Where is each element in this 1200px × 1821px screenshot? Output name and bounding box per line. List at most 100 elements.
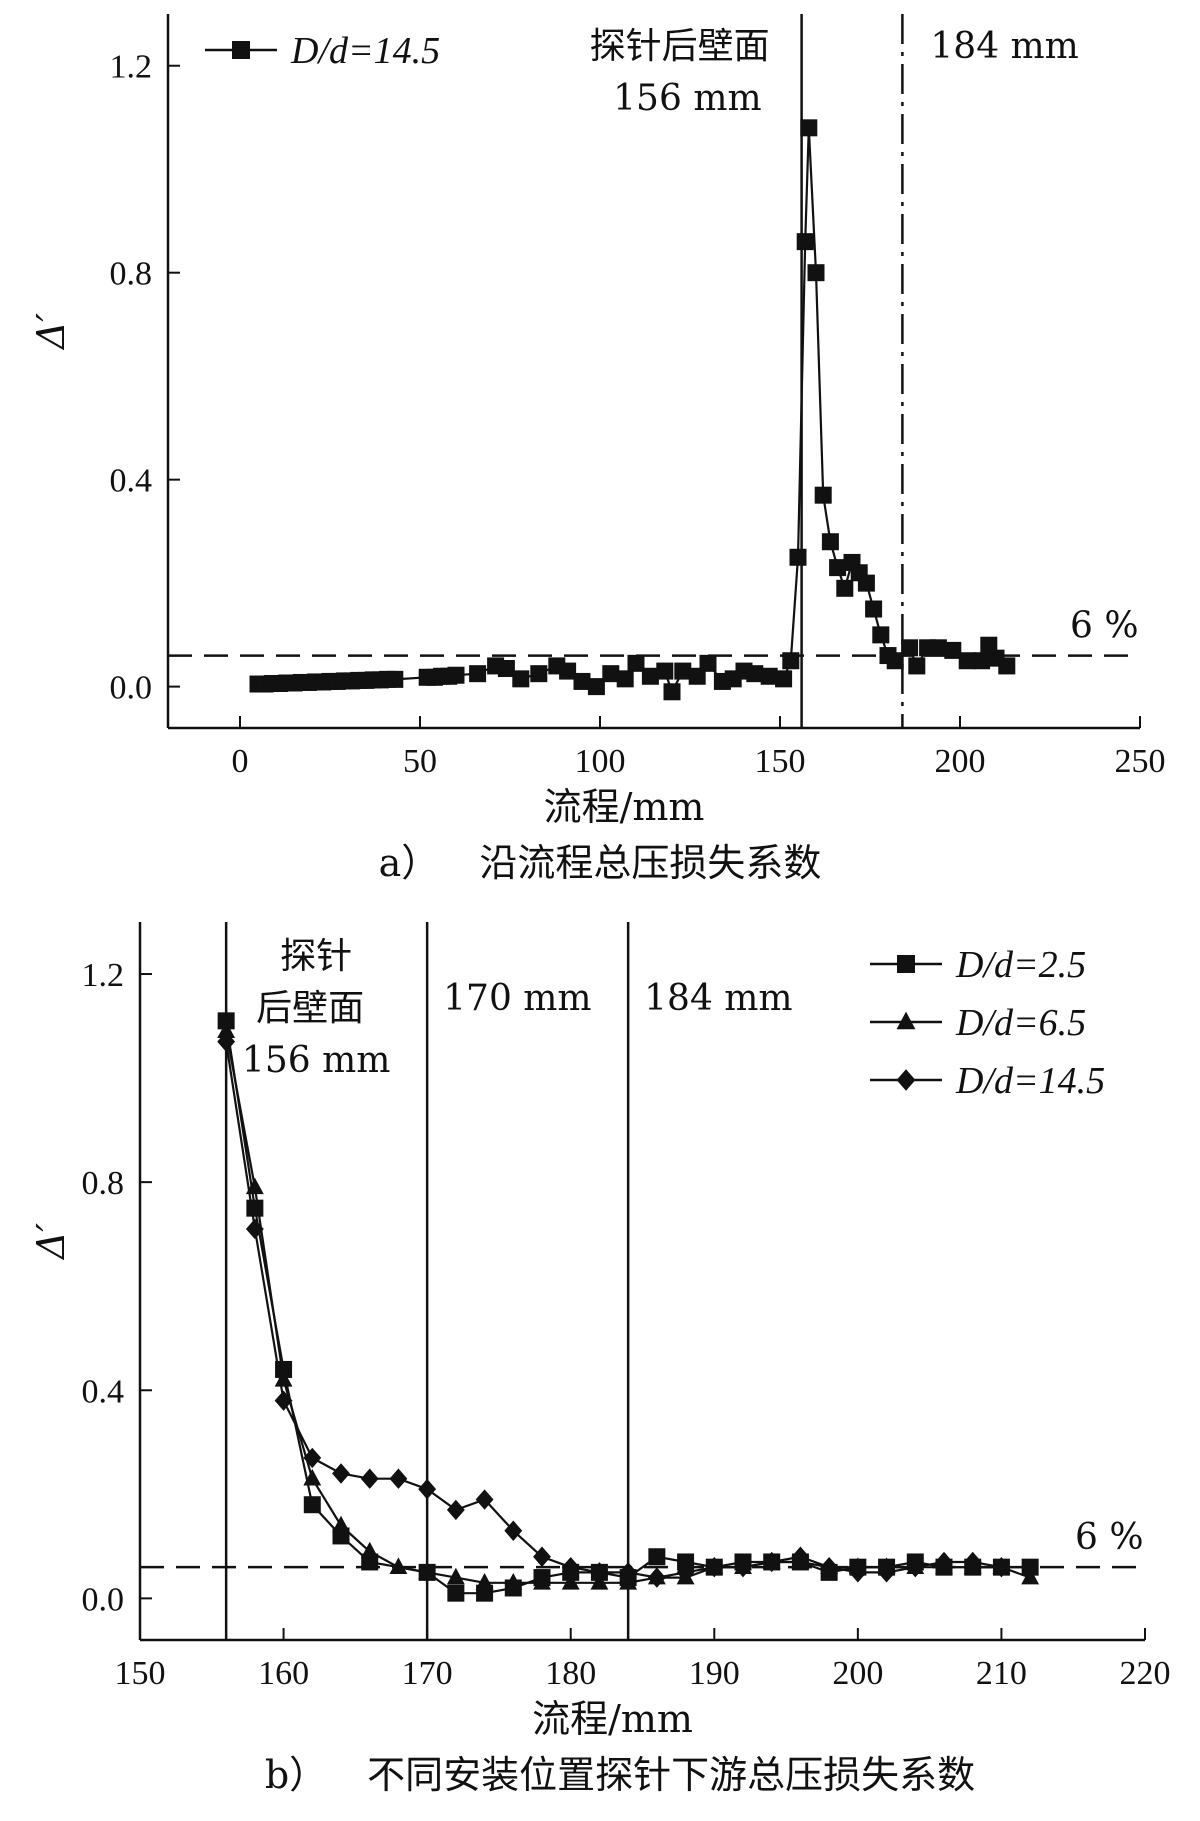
data-point bbox=[303, 1468, 322, 1486]
data-point bbox=[848, 1562, 867, 1583]
chart-a: 0 50 100 150 200 250 0.0 0.4 0.8 1.2 流程/mm Δ′ a） 沿流程总… bbox=[29, 14, 1166, 885]
data-point bbox=[762, 1551, 781, 1573]
data-point bbox=[663, 683, 681, 701]
data-point bbox=[676, 1562, 695, 1583]
x-tick-label: 200 bbox=[832, 1655, 883, 1692]
data-point bbox=[908, 657, 926, 675]
data-point bbox=[587, 678, 605, 696]
data-point bbox=[332, 1463, 350, 1484]
data-point bbox=[734, 1556, 752, 1578]
data-point bbox=[446, 1567, 465, 1585]
data-point bbox=[217, 1021, 236, 1039]
y-tick-label: 0.4 bbox=[82, 1373, 125, 1410]
threshold-label: 6 % bbox=[1075, 1517, 1144, 1558]
caption-label: a） bbox=[379, 841, 440, 885]
x-tick-label: 190 bbox=[689, 1655, 740, 1692]
data-point bbox=[1021, 1567, 1040, 1585]
data-point bbox=[245, 1177, 264, 1195]
data-point bbox=[906, 1556, 925, 1578]
data-point bbox=[814, 486, 832, 504]
data-point bbox=[688, 667, 706, 685]
data-point bbox=[647, 1567, 666, 1588]
data-point bbox=[760, 667, 778, 685]
data-point bbox=[656, 662, 674, 680]
x-tick-label: 50 bbox=[403, 743, 437, 780]
data-point bbox=[992, 1556, 1011, 1578]
figure-caption: b） 不同安装位置探针下游总压损失系数 bbox=[265, 1753, 975, 1797]
data-point bbox=[746, 665, 764, 683]
y-tick-label: 0.4 bbox=[110, 463, 153, 500]
legend-marker bbox=[896, 1069, 916, 1091]
series-2 bbox=[217, 1031, 1011, 1588]
data-point bbox=[998, 657, 1016, 675]
data-point bbox=[360, 1541, 379, 1559]
y-axis-title: Δ′ bbox=[29, 1223, 73, 1261]
legend-symbol: D bbox=[290, 30, 318, 72]
legend-symbol: D bbox=[955, 944, 983, 986]
data-point bbox=[332, 1515, 350, 1533]
data-point bbox=[274, 1390, 293, 1411]
data-point bbox=[360, 1468, 379, 1489]
series-line bbox=[225, 1041, 1002, 1579]
legend-value: /d=6.5 bbox=[981, 1002, 1086, 1044]
legend-value: /d=2.5 bbox=[981, 944, 1086, 986]
data-point bbox=[469, 665, 487, 683]
data-point bbox=[447, 666, 465, 684]
threshold-label: 6 % bbox=[1070, 606, 1139, 647]
data-point bbox=[475, 1572, 494, 1590]
data-point bbox=[246, 1199, 264, 1217]
y-tick-label: 0.0 bbox=[82, 1581, 125, 1618]
data-point bbox=[865, 600, 883, 618]
data-point bbox=[497, 660, 515, 677]
data-point bbox=[901, 639, 919, 657]
data-point bbox=[789, 548, 807, 566]
data-point bbox=[782, 652, 800, 670]
caption-title: 沿流程总压损失系数 bbox=[479, 841, 821, 885]
data-point bbox=[821, 533, 839, 551]
data-point bbox=[418, 1562, 437, 1580]
y-tick-label: 1.2 bbox=[82, 957, 125, 994]
data-point bbox=[677, 1553, 695, 1571]
data-point bbox=[573, 672, 591, 690]
data-point bbox=[973, 652, 991, 670]
series-line bbox=[258, 127, 1008, 695]
data-point bbox=[418, 1478, 437, 1500]
data-point bbox=[836, 579, 854, 597]
x-axis-title: 流程/mm bbox=[544, 785, 705, 829]
x-tick-label: 170 bbox=[402, 1655, 453, 1692]
data-point bbox=[807, 264, 825, 282]
data-point bbox=[699, 654, 717, 672]
data-point bbox=[561, 1556, 580, 1578]
x-tick-label: 200 bbox=[935, 743, 986, 780]
data-point bbox=[800, 119, 818, 137]
caption-label: b） bbox=[265, 1753, 327, 1797]
reference-label: 184 mm bbox=[930, 26, 1078, 67]
data-point bbox=[559, 662, 577, 680]
data-point bbox=[857, 574, 875, 592]
x-tick-label: 160 bbox=[258, 1655, 309, 1692]
data-point bbox=[775, 670, 793, 688]
data-point bbox=[820, 1556, 839, 1578]
data-point bbox=[963, 1551, 982, 1573]
y-tick-label: 0.8 bbox=[82, 1165, 125, 1202]
data-point bbox=[217, 1012, 235, 1030]
data-point bbox=[935, 1551, 953, 1573]
x-tick-label: 220 bbox=[1120, 1655, 1171, 1692]
data-point bbox=[512, 670, 530, 688]
x-tick-label: 250 bbox=[1115, 743, 1166, 780]
x-tick-label: 100 bbox=[575, 743, 626, 780]
x-tick-label: 150 bbox=[755, 743, 806, 780]
reference-label: 184 mm bbox=[644, 978, 792, 1019]
y-tick-label: 1.2 bbox=[110, 49, 153, 86]
reference-label: 156 mm bbox=[242, 1040, 390, 1081]
legend-entry: D/d=6.5 bbox=[955, 1002, 1086, 1044]
data-point bbox=[386, 670, 404, 688]
data-point bbox=[533, 1572, 551, 1590]
legend-marker bbox=[896, 1011, 916, 1030]
legend-entry: D/d=2.5 bbox=[955, 944, 1086, 986]
data-point bbox=[447, 1584, 465, 1602]
reference-label: 后壁面 bbox=[256, 988, 364, 1029]
legend-marker bbox=[897, 955, 915, 973]
data-point bbox=[648, 1548, 666, 1566]
data-point bbox=[533, 1546, 551, 1567]
